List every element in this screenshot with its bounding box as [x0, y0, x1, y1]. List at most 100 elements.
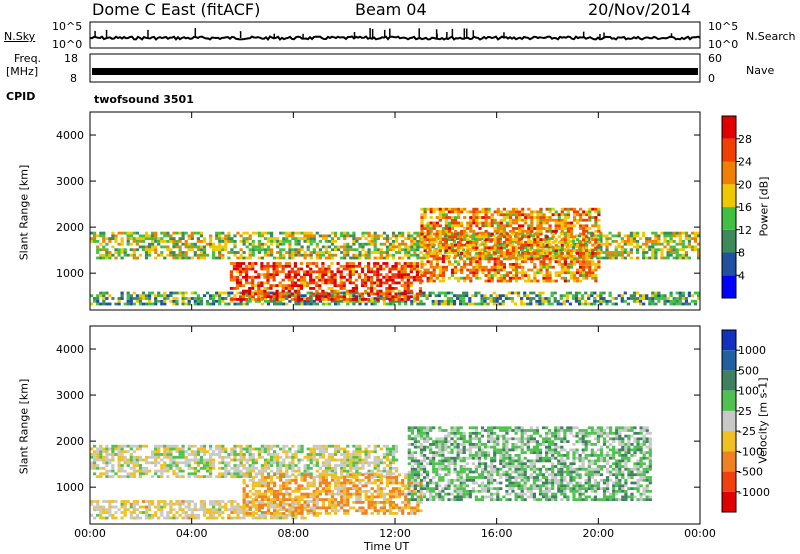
- heatmap-cell: [193, 461, 197, 465]
- heatmap-cell: [474, 294, 478, 298]
- heatmap-cell: [190, 466, 194, 470]
- heatmap-cell: [287, 262, 291, 265]
- heatmap-cell: [336, 262, 340, 265]
- heatmap-cell: [418, 292, 423, 296]
- heatmap-cell: [499, 279, 503, 283]
- heatmap-cell: [99, 513, 103, 517]
- heatmap-cell: [444, 224, 448, 228]
- heatmap-cell: [294, 506, 298, 510]
- heatmap-cell: [102, 245, 106, 249]
- heatmap-cell: [385, 450, 389, 454]
- heatmap-cell: [608, 237, 612, 240]
- heatmap-cell: [276, 505, 280, 509]
- heatmap-cell: [584, 302, 588, 306]
- heatmap-cell: [457, 210, 461, 214]
- nave-tick-top: 60: [708, 52, 722, 65]
- heatmap-cell: [645, 240, 649, 243]
- heatmap-cell: [273, 506, 277, 510]
- heatmap-cell: [260, 231, 264, 235]
- heatmap-cell: [418, 275, 423, 279]
- heatmap-cell: [218, 242, 222, 246]
- heatmap-cell: [429, 271, 433, 275]
- heatmap-cell: [90, 447, 94, 451]
- heatmap-cell: [270, 492, 274, 496]
- heatmap-cell: [221, 450, 225, 454]
- heatmap-cell: [484, 274, 488, 277]
- heatmap-cell: [148, 502, 152, 506]
- heatmap-cell: [96, 458, 100, 462]
- heatmap-cell: [533, 252, 537, 255]
- heatmap-cell: [306, 291, 310, 295]
- heatmap-cell: [597, 265, 601, 269]
- heatmap-cell: [236, 231, 240, 235]
- heatmap-cell: [340, 472, 344, 476]
- heatmap-cell: [309, 447, 313, 451]
- heatmap-cell: [521, 246, 525, 250]
- heatmap-cell: [420, 238, 424, 241]
- heatmap-cell: [318, 498, 322, 501]
- heatmap-cell: [521, 227, 525, 230]
- heatmap-cell: [129, 294, 133, 298]
- heatmap-cell: [291, 231, 295, 235]
- heatmap-cell: [209, 472, 213, 476]
- heatmap-cell: [324, 469, 328, 473]
- heatmap-cell: [297, 489, 301, 493]
- heatmap-cell: [548, 218, 552, 222]
- heatmap-cell: [282, 447, 286, 451]
- heatmap-cell: [279, 447, 283, 451]
- heatmap-cell: [495, 297, 499, 300]
- heatmap-cell: [251, 298, 255, 301]
- heatmap-cell: [251, 267, 255, 271]
- heatmap-cell: [587, 294, 591, 298]
- heatmap-cell: [190, 500, 194, 503]
- heatmap-cell: [515, 218, 519, 222]
- heatmap-cell: [117, 447, 121, 451]
- heatmap-cell: [297, 237, 301, 240]
- heatmap-cell: [511, 246, 516, 250]
- heatmap-cell: [463, 207, 467, 211]
- heatmap-cell: [382, 444, 386, 448]
- heatmap-cell: [254, 489, 258, 493]
- heatmap-cell: [582, 218, 586, 222]
- heatmap-cell: [230, 508, 234, 512]
- heatmap-cell: [548, 207, 552, 211]
- heatmap-cell: [345, 273, 349, 276]
- heatmap-cell: [487, 221, 491, 225]
- heatmap-cell: [263, 444, 268, 448]
- heatmap-cell: [245, 512, 249, 515]
- heatmap-cell: [391, 287, 395, 290]
- heatmap-cell: [416, 240, 420, 243]
- heatmap-cell: [349, 256, 353, 260]
- heatmap-cell: [120, 256, 124, 260]
- heatmap-cell: [108, 458, 112, 462]
- heatmap-cell: [114, 447, 118, 451]
- heatmap-cell: [403, 273, 407, 276]
- heatmap-cell: [96, 455, 100, 459]
- heatmap-cell: [260, 466, 264, 470]
- heatmap-cell: [385, 297, 389, 300]
- heatmap-cell: [111, 505, 115, 509]
- heatmap-cell: [337, 444, 341, 448]
- heatmap-cell: [444, 221, 448, 225]
- heatmap-cell: [388, 302, 393, 306]
- heatmap-cell: [681, 245, 685, 249]
- heatmap-cell: [160, 240, 164, 243]
- heatmap-cell: [599, 237, 603, 240]
- heatmap-cell: [236, 464, 240, 467]
- heatmap-cell: [605, 240, 609, 243]
- heatmap-cell: [426, 276, 430, 280]
- heatmap-cell: [141, 444, 146, 448]
- heatmap-cell: [563, 224, 567, 228]
- heatmap-cell: [312, 447, 316, 451]
- heatmap-cell: [202, 513, 207, 517]
- heatmap-cell: [114, 453, 118, 456]
- heatmap-cell: [175, 516, 179, 520]
- heatmap-cell: [591, 216, 595, 219]
- freq-label: Freq.: [14, 52, 42, 65]
- heatmap-cell: [687, 242, 691, 246]
- heatmap-cell: [193, 302, 197, 306]
- heatmap-cell: [462, 291, 466, 295]
- heatmap-cell: [279, 302, 283, 306]
- heatmap-cell: [496, 235, 500, 239]
- heatmap-cell: [257, 513, 261, 517]
